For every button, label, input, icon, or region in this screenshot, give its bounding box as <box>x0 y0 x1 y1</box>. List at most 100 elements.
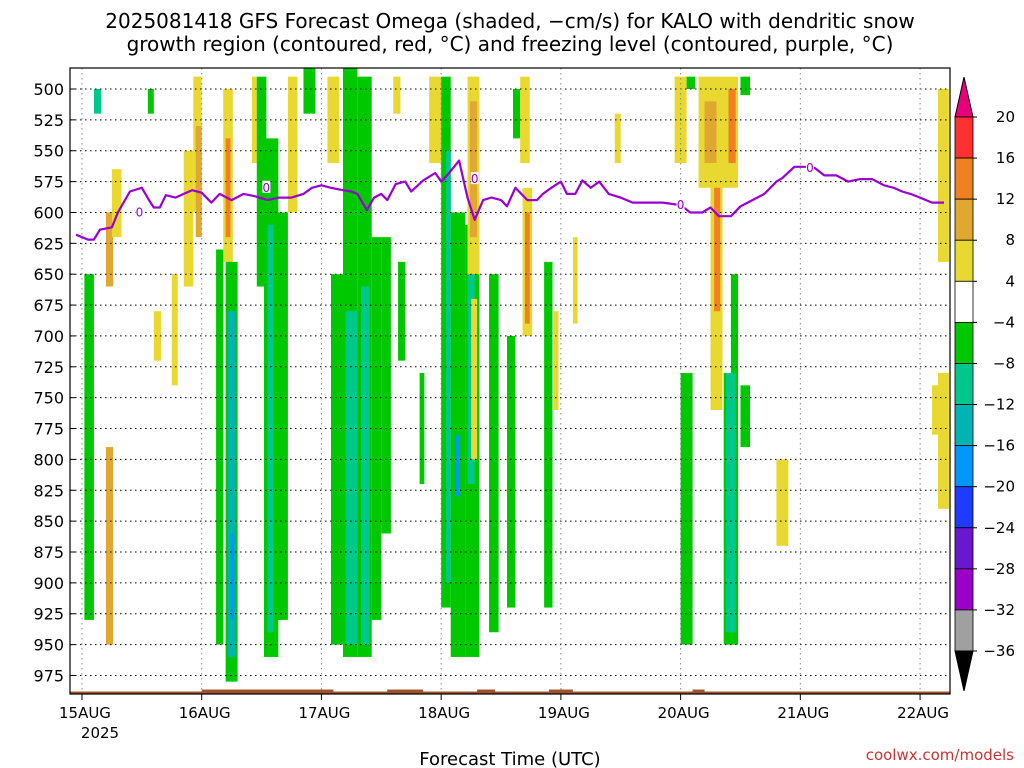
omega-region-66 <box>726 372 736 633</box>
omega-region-59 <box>704 101 717 164</box>
y-tick-label-575: 575 <box>33 173 64 192</box>
x-tick-label-17AUG: 17AUG <box>298 704 350 722</box>
omega-region-72 <box>938 372 949 509</box>
colorbar-segment-10 <box>954 527 974 570</box>
colorbar-label-1: 16 <box>996 149 1015 167</box>
omega-region-36 <box>441 76 451 608</box>
omega-region-32 <box>393 76 401 114</box>
colorbar-bottom-arrow <box>954 650 974 692</box>
x-axis-ticks: 15AUG 16AUG 17AUG 18AUG 19AUG 20AUG 21AUG 22AUG <box>59 694 949 722</box>
freezing-level-contour: 0 0 0 0 0 <box>75 159 944 241</box>
omega-region-39 <box>455 434 460 497</box>
omega-region-13 <box>225 138 231 238</box>
omega-region-47 <box>512 88 521 139</box>
omega-region-6 <box>153 311 161 361</box>
colorbar-segment-5 <box>954 321 974 364</box>
omega-region-2 <box>105 212 114 287</box>
omega-region-56 <box>686 76 695 89</box>
terrain-fill <box>70 691 950 694</box>
omega-region-68 <box>740 76 751 96</box>
omega-region-38 <box>450 212 466 657</box>
year-label: 2025 <box>81 724 119 742</box>
x-tick-label-20AUG: 20AUG <box>658 704 710 722</box>
y-tick-label-825: 825 <box>33 481 64 500</box>
credit-text: coolwx.com/models <box>866 746 1014 764</box>
y-tick-label-950: 950 <box>33 636 64 655</box>
x-tick-label-21AUG: 21AUG <box>777 704 829 722</box>
y-tick-label-875: 875 <box>33 543 64 562</box>
colorbar-label-5: −4 <box>993 313 1015 331</box>
omega-region-24 <box>327 76 340 164</box>
chart-title-line-2: growth region (contoured, red, °C) and f… <box>127 32 894 56</box>
colorbar-segment-9 <box>954 486 974 529</box>
y-tick-label-700: 700 <box>33 327 64 346</box>
y-tick-label-800: 800 <box>33 450 64 469</box>
omega-region-43 <box>469 101 478 238</box>
y-tick-label-725: 725 <box>33 358 64 377</box>
freezing-label-1: 0 <box>263 181 271 195</box>
omega-region-67 <box>740 385 751 448</box>
omega-region-27 <box>345 311 358 645</box>
colorbar-label-12: −32 <box>983 601 1015 619</box>
colorbar-segment-7 <box>954 404 974 447</box>
omega-region-5 <box>147 88 154 114</box>
omega-region-46 <box>507 335 516 608</box>
freezing-label-2: 0 <box>471 172 479 186</box>
freezing-level-line <box>75 159 944 241</box>
freezing-label-bg-1 <box>262 180 271 193</box>
freezing-label-0: 0 <box>136 205 144 219</box>
y-tick-label-900: 900 <box>33 574 64 593</box>
omega-region-37 <box>445 150 451 583</box>
colorbar-segment-8 <box>954 445 974 488</box>
omega-region-7 <box>171 274 178 386</box>
colorbar-segment-6 <box>954 363 974 405</box>
colorbar-segment-1 <box>954 157 974 200</box>
omega-region-10 <box>195 126 202 238</box>
y-tick-label-500: 500 <box>33 80 64 99</box>
x-tick-label-15AUG: 15AUG <box>59 704 111 722</box>
omega-region-48 <box>520 76 530 164</box>
y-tick-label-675: 675 <box>33 296 64 315</box>
y-tick-label-850: 850 <box>33 512 64 531</box>
terrain-bump-2 <box>477 689 496 693</box>
colorbar-label-11: −28 <box>983 560 1015 578</box>
freezing-label-3: 0 <box>677 198 685 212</box>
terrain <box>70 689 950 694</box>
omega-region-51 <box>544 261 553 608</box>
x-tick-label-22AUG: 22AUG <box>897 704 949 722</box>
terrain-bump-3 <box>548 689 573 693</box>
freezing-label-bg-0 <box>135 205 144 218</box>
omega-region-16 <box>230 533 235 620</box>
colorbar-label-7: −12 <box>983 396 1015 414</box>
terrain-bump-1 <box>387 689 424 693</box>
y-tick-label-525: 525 <box>33 111 64 130</box>
omega-region-22 <box>287 76 298 213</box>
omega-region-52 <box>553 311 559 411</box>
colorbar-label-9: −20 <box>983 478 1015 496</box>
omega-region-17 <box>251 76 257 164</box>
y-tick-label-925: 925 <box>33 605 64 624</box>
freezing-label-bg-4 <box>805 161 814 174</box>
colorbar-label-13: −36 <box>983 642 1015 660</box>
colorbar-label-6: −8 <box>993 354 1015 372</box>
y-tick-label-650: 650 <box>33 265 64 284</box>
omega-region-25 <box>331 274 343 645</box>
plot-frame <box>69 67 951 695</box>
colorbar-segment-11 <box>954 568 974 611</box>
x-tick-label-19AUG: 19AUG <box>538 704 590 722</box>
colorbar-segment-3 <box>954 239 974 282</box>
omega-region-8 <box>183 150 194 287</box>
y-tick-label-550: 550 <box>33 142 64 161</box>
colorbar-segment-2 <box>954 198 974 241</box>
terrain-bump-4 <box>692 689 705 693</box>
omega-region-30 <box>371 237 382 620</box>
freezing-label-bg-2 <box>470 172 479 185</box>
omega-region-50 <box>524 212 530 324</box>
omega-region-71 <box>938 88 949 262</box>
colorbar-top-arrow <box>954 76 974 118</box>
colorbar-label-4: 4 <box>1005 272 1015 290</box>
omega-region-3 <box>105 447 114 645</box>
grid-lines <box>70 68 950 694</box>
x-tick-label-18AUG: 18AUG <box>418 704 470 722</box>
x-axis-label: Forecast Time (UTC) <box>419 749 600 768</box>
